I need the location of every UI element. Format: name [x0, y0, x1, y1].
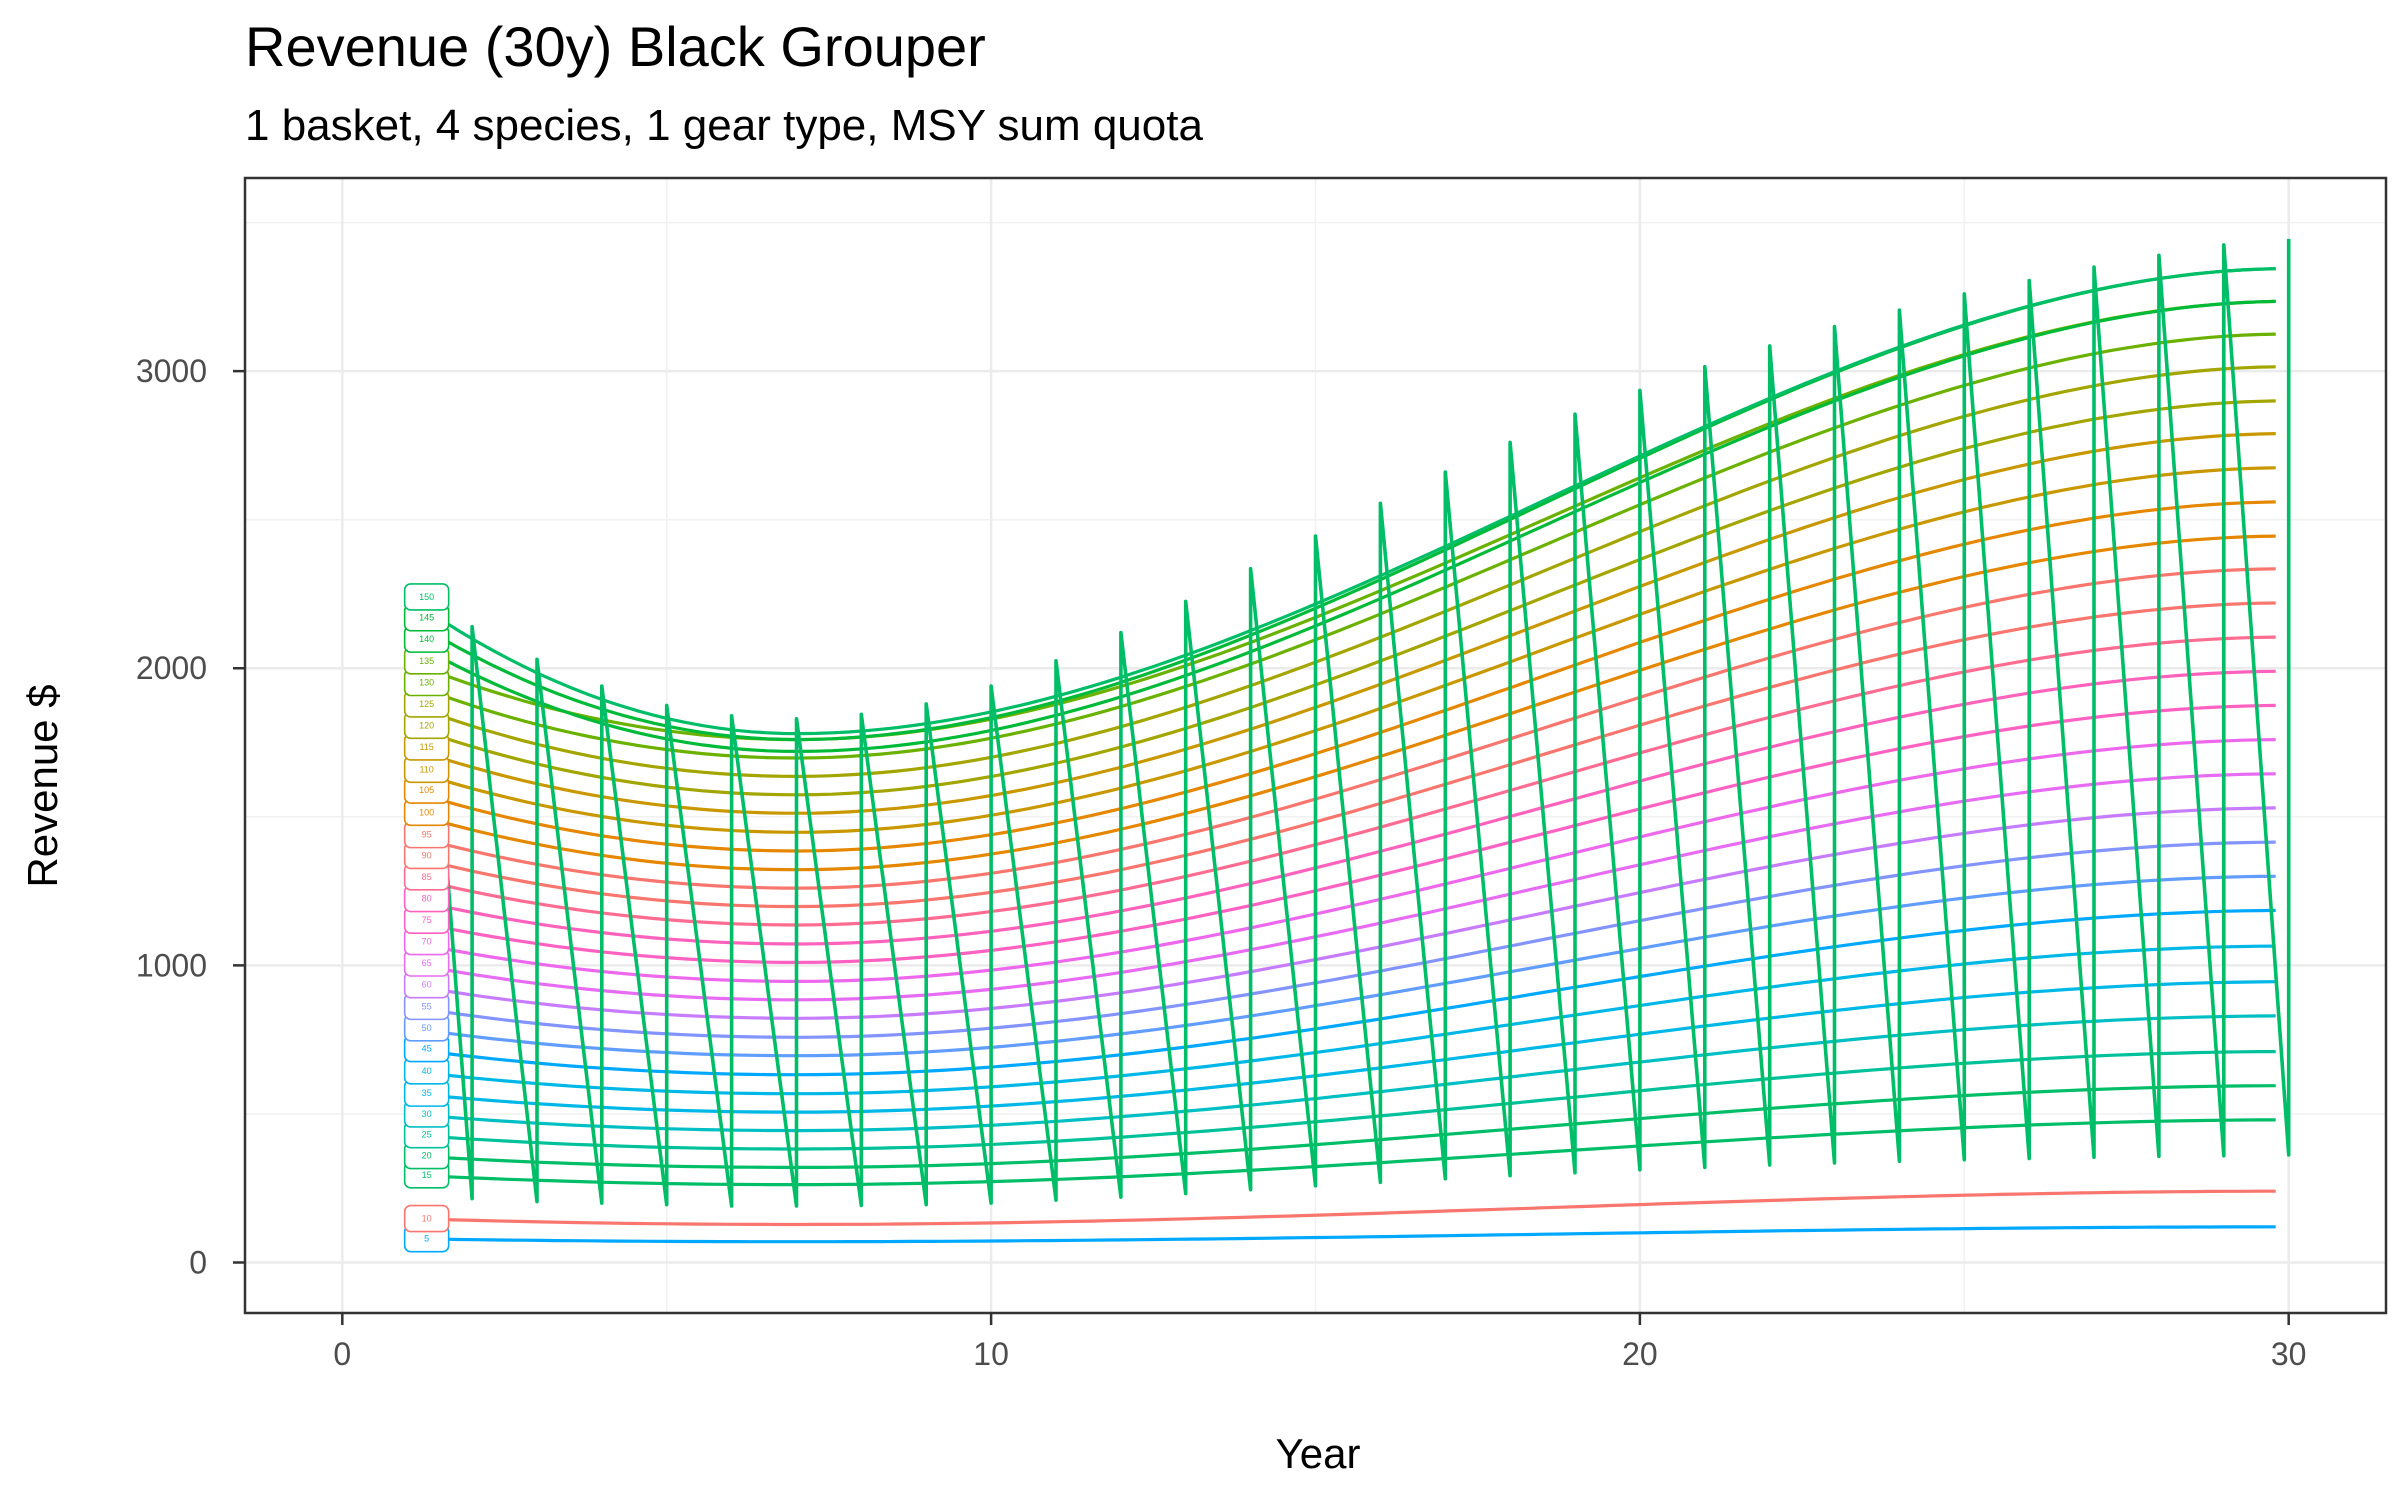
series-label-text: 90: [422, 850, 432, 860]
x-tick-label: 30: [2271, 1336, 2307, 1372]
series-label-text: 60: [422, 980, 432, 990]
series-line-55: [426, 840, 2276, 1039]
series-label-text: 95: [422, 830, 432, 840]
series-label-text: 5: [424, 1234, 429, 1244]
series-line-95: [426, 567, 2276, 890]
series-line-35: [426, 980, 2276, 1114]
series-label-text: 130: [419, 678, 434, 688]
y-tick-label: 1000: [136, 947, 207, 983]
series-line-120: [426, 399, 2276, 797]
series-label-145: 145: [403, 603, 450, 632]
series-line-60: [426, 806, 2276, 1020]
series-label-95: 95: [403, 820, 450, 849]
series-line-25: [426, 1050, 2276, 1151]
series-label-125: 125: [403, 690, 450, 718]
series-label-text: 85: [422, 872, 432, 882]
series-line-90: [426, 601, 2276, 909]
series-line-15: [426, 1118, 2276, 1187]
chart-title: Revenue (30y) Black Grouper: [245, 15, 986, 78]
series-line-115: [426, 432, 2276, 815]
series-label-text: 35: [422, 1088, 432, 1098]
series-line-45: [426, 908, 2276, 1077]
series-label-25: 25: [403, 1120, 450, 1149]
zigzag-line: [424, 238, 2291, 1208]
series-label-text: 15: [422, 1170, 432, 1180]
y-tick-label: 3000: [136, 353, 207, 389]
series-line-40: [426, 944, 2276, 1096]
series-labels: 5 10 15 20 25 30 35 40 45 50 55 60 65 70 75 80 85 90 95 100…: [403, 583, 450, 1253]
series-label-text: 40: [422, 1066, 432, 1076]
series-label-text: 20: [422, 1151, 432, 1161]
series-label-text: 150: [419, 592, 434, 602]
series-label-box: [403, 583, 450, 611]
series-label-text: 125: [419, 699, 434, 709]
series-line-80: [426, 669, 2276, 946]
series-label-55: 55: [403, 992, 450, 1021]
zigzag-path: [424, 238, 2291, 1208]
series-label-text: 10: [422, 1214, 432, 1224]
series-label-text: 120: [419, 720, 434, 730]
x-tick-label: 10: [973, 1336, 1009, 1372]
series-label-text: 75: [422, 915, 432, 925]
y-tick-label: 2000: [136, 650, 207, 686]
series-label-text: 105: [419, 785, 434, 795]
series-line-30: [426, 1014, 2276, 1133]
series-line-5: [426, 1225, 2276, 1244]
series-label-90: 90: [403, 841, 450, 870]
series-label-text: 70: [422, 937, 432, 947]
series-label-text: 140: [419, 634, 434, 644]
series-line-125: [426, 365, 2276, 778]
series-line-50: [426, 874, 2276, 1058]
series-line-105: [426, 500, 2276, 853]
series-line-130: [426, 332, 2276, 760]
series-label-box: [403, 1204, 450, 1233]
series-label-150: 150: [403, 583, 450, 611]
series-label-text: 50: [422, 1023, 432, 1033]
y-tick-label: 0: [189, 1244, 207, 1280]
axes: 0 10 20 30 0 1000 2000 3000: [136, 176, 2388, 1372]
series-line-100: [426, 534, 2276, 872]
series-label-text: 110: [419, 764, 433, 774]
series-label-text: 55: [422, 1001, 432, 1011]
plot-border: [243, 176, 2388, 1315]
x-tick-label: 20: [1622, 1336, 1658, 1372]
series-label-text: 100: [419, 807, 434, 817]
series-line-85: [426, 635, 2276, 927]
x-axis-label: Year: [1276, 1430, 1361, 1477]
series-label-text: 145: [419, 613, 434, 623]
series-label-text: 30: [422, 1109, 432, 1119]
series-line-65: [426, 772, 2276, 1002]
series-label-text: 45: [422, 1044, 432, 1054]
x-tick-label: 0: [333, 1336, 351, 1372]
series-line-10: [426, 1189, 2276, 1227]
series-label-105: 105: [403, 776, 450, 804]
series-line-20: [426, 1084, 2276, 1169]
y-axis-label: Revenue $: [19, 684, 66, 887]
series-label-text: 25: [422, 1130, 432, 1140]
chart-subtitle: 1 basket, 4 species, 1 gear type, MSY su…: [245, 101, 1203, 150]
series-line-110: [426, 466, 2276, 834]
series-label-text: 65: [422, 958, 432, 968]
series-label-text: 115: [419, 742, 433, 752]
series-label-text: 135: [419, 656, 434, 666]
series-label-10: 10: [403, 1204, 450, 1233]
series-label-115: 115: [403, 733, 450, 761]
series-label-text: 80: [422, 894, 432, 904]
series-label-60: 60: [403, 970, 450, 999]
